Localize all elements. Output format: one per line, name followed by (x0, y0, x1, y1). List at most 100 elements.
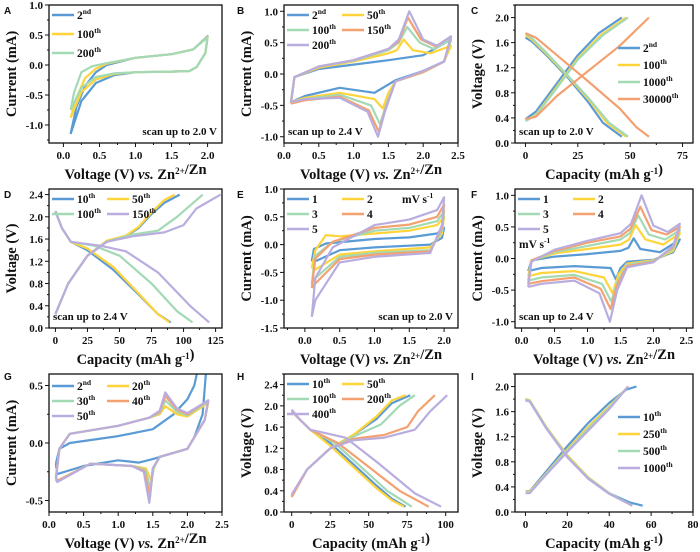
y-tick-label: 0.5 (264, 38, 278, 50)
legend-label: 1000th (643, 460, 673, 475)
x-label-part: Zn (389, 167, 410, 183)
legend-item: 2 (342, 194, 373, 206)
x-axis-label: Voltage (V) vs. Zn2+/Zn (64, 531, 206, 552)
legend-label: 2nd (77, 378, 92, 393)
x-tick-label: 100 (175, 335, 192, 347)
legend-label: 50th (77, 408, 96, 423)
panel-I: I 0 20 40 60 80 0.0 0.4 0.8 1.2 1.6 2.0 Capacity (mA… (470, 372, 699, 552)
legend-label-text: 4 (598, 209, 604, 221)
y-tick-label: 1.2 (264, 443, 278, 455)
legend-label: 40th (132, 393, 151, 408)
series-group (69, 35, 209, 135)
legend-label-sup: th (94, 45, 101, 54)
legend-label: 150th (367, 22, 392, 37)
x-tick-label: 2.0 (201, 150, 215, 162)
x-axis-label: Capacity (mAh g-1) (77, 347, 195, 368)
legend-label-text: 50 (367, 10, 379, 22)
series-line-2 (310, 215, 446, 271)
y-tick-label: 0.4 (495, 113, 509, 125)
legend-label: 100th (643, 57, 668, 72)
x-axis-label: Capacity (mAh g-1) (545, 531, 663, 552)
legend-label-text: 100 (643, 60, 661, 72)
legend-label-sup: nd (83, 7, 92, 16)
legend-label-text: 50 (77, 411, 89, 423)
legend-label: 10th (643, 409, 662, 424)
x-tick-label: 75 (677, 150, 689, 162)
legend-label-text: 100 (312, 394, 330, 406)
x-label-part: Capacity (mAh g (545, 536, 651, 552)
panel-letter: G (4, 372, 12, 383)
x-label-part: ) (425, 531, 430, 547)
legend-label: 500th (643, 443, 668, 458)
plot-frame (514, 373, 694, 513)
x-tick-label: 0 (523, 519, 529, 531)
y-tick-label: 0.0 (495, 507, 509, 519)
x-tick-label: 50 (114, 335, 126, 347)
legend-label-text: 200 (77, 48, 95, 60)
legend-label: 2 (598, 194, 604, 206)
legend-label-text: 200 (367, 394, 385, 406)
legend-label: 200th (77, 45, 102, 60)
x-tick-label: 2.0 (416, 150, 430, 162)
legend-label-text: 150 (132, 209, 150, 221)
series-group (54, 374, 210, 504)
legend-label: 2nd (643, 40, 658, 55)
series-group (524, 16, 650, 138)
legend-label-sup: th (666, 74, 673, 83)
x-label-part: /Zn (419, 162, 442, 178)
y-tick-label: -0.5 (26, 496, 44, 508)
x-tick-label: 100 (437, 519, 454, 531)
legend-item: 40th (107, 393, 151, 408)
legend-item: 3 (287, 209, 318, 221)
y-tick-label: 1.6 (264, 422, 278, 434)
x-tick-label: 20 (562, 519, 574, 531)
x-tick-label: 75 (402, 519, 414, 531)
legend-label: 3 (312, 209, 318, 221)
legend-label-sup: th (329, 37, 336, 46)
legend-item: 250th (618, 426, 668, 441)
legend-label-sup: th (384, 391, 391, 400)
y-tick-label: 1.6 (495, 38, 509, 50)
legend: 10th 250th 500th 1000th (618, 409, 673, 475)
legend-item: 200th (342, 391, 392, 406)
y-tick-label: 0.0 (29, 438, 43, 450)
y-tick-label: -1.5 (261, 323, 279, 335)
x-tick-label: 0.0 (277, 150, 291, 162)
legend-label-text: 1000 (643, 463, 666, 475)
series-line-2nd (524, 16, 623, 121)
y-tick-label: 0.0 (495, 138, 509, 150)
legend-item: 10th (287, 376, 331, 391)
series-line-5 (310, 196, 446, 318)
legend-label-text: 40 (132, 396, 144, 408)
legend-label-text: 2 (312, 10, 318, 22)
y-tick-label: -1.0 (492, 317, 510, 329)
legend-label-text: 50 (367, 379, 379, 391)
panel-letter: E (237, 190, 244, 201)
x-label-part: 2+ (411, 166, 421, 176)
x-label-part: Capacity (mAh g (312, 536, 418, 552)
legend-label: 50th (367, 7, 386, 22)
y-tick-label: 0.5 (495, 222, 509, 234)
y-tick-label: 1.0 (264, 6, 278, 18)
x-tick-label: 0.0 (57, 150, 71, 162)
series-line-200th (289, 10, 453, 138)
legend-label-text: 500 (643, 446, 661, 458)
panel-letter: C (471, 6, 478, 17)
legend-label: 1 (543, 194, 549, 206)
legend-item: 1 (518, 194, 549, 206)
x-label-part: /Zn (652, 347, 675, 363)
y-axis-label: Voltage (V) (470, 408, 486, 478)
legend-label-sup: th (379, 376, 386, 385)
series-line-1 (527, 237, 681, 281)
y-tick-label: -0.5 (492, 285, 510, 297)
x-tick-label: 2.5 (215, 519, 229, 531)
annotation: scan up to 2.4 V (519, 311, 594, 323)
legend-label: 50th (367, 376, 386, 391)
x-tick-label: 0.5 (548, 335, 562, 347)
legend-label-text: 5 (312, 224, 318, 236)
x-tick-label: 0.5 (312, 150, 326, 162)
legend-label: 50th (132, 191, 151, 206)
